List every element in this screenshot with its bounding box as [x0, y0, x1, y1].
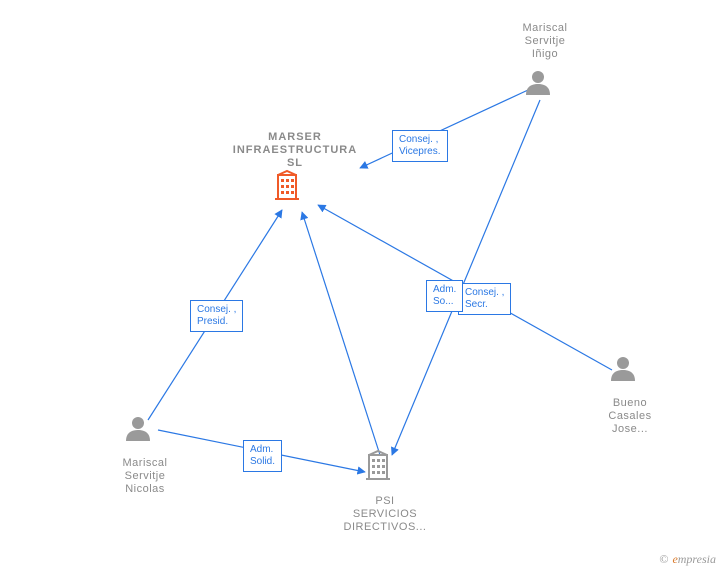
node-label-psi: PSI SERVICIOS DIRECTIVOS... [330, 495, 440, 534]
edge-label: Adm. So... [426, 280, 463, 312]
node-label-inigo: Mariscal Servitje Iñigo [505, 22, 585, 61]
edge-label: Consej. , Presid. [190, 300, 243, 332]
edge-label: Consej. , Secr. [458, 283, 511, 315]
building-icon [275, 171, 299, 199]
edge-label: Consej. , Vicepres. [392, 130, 448, 162]
node-label-nicolas: Mariscal Servitje Nicolas [105, 457, 185, 496]
person-icon [126, 417, 150, 441]
brand-footer: ©empresia [659, 552, 716, 567]
node-label-marser: MARSER INFRAESTRUCTURA SL [230, 131, 360, 170]
edge-line [302, 212, 380, 455]
edge-label: Adm. Solid. [243, 440, 282, 472]
copyright-symbol: © [659, 552, 668, 566]
person-icon [526, 71, 550, 95]
brand-rest: mpresia [678, 552, 716, 566]
person-icon [611, 357, 635, 381]
building-icon [366, 451, 390, 479]
node-label-bueno: Bueno Casales Jose... [590, 397, 670, 436]
